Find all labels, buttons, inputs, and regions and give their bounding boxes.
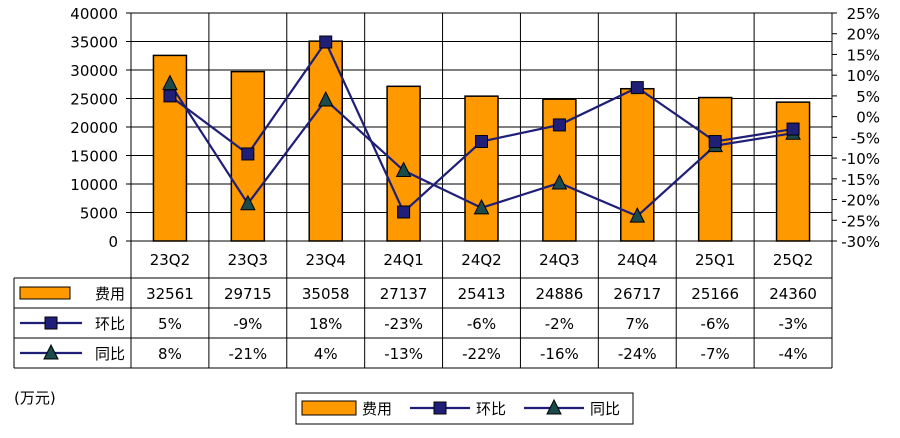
qoq-point (163, 89, 177, 103)
left-tick-label: 20000 (70, 119, 118, 137)
qoq-point (630, 81, 644, 95)
table-cell-value: -24% (618, 345, 657, 363)
table-cell-value: -13% (384, 345, 423, 363)
table-cell-value: 24886 (536, 285, 584, 303)
right-tick-label: -5% (851, 129, 880, 147)
table-cell-value: -2% (545, 315, 574, 333)
table-cell-value: 25166 (691, 285, 739, 303)
row-series-name: 费用 (95, 285, 125, 303)
row-key-marker (44, 316, 58, 330)
right-tick-label: 0% (856, 109, 880, 127)
legend-label: 费用 (362, 400, 392, 418)
right-tick-label: 20% (847, 26, 880, 44)
table-cell-value: -16% (540, 345, 579, 363)
yoy-point (317, 90, 334, 107)
qoq-point (241, 147, 255, 161)
table-cell-value: 5% (158, 315, 182, 333)
table-cell-value: 27137 (380, 285, 428, 303)
ratio-lines (162, 35, 801, 223)
category-label: 25Q2 (773, 251, 813, 269)
category-label: 23Q3 (228, 251, 268, 269)
table-cell-value: 25413 (458, 285, 506, 303)
row-key-bar (19, 286, 71, 300)
yoy-point (629, 207, 646, 223)
left-tick-label: 25000 (70, 91, 118, 109)
left-tick-label: 40000 (70, 5, 118, 23)
right-tick-label: -20% (841, 192, 880, 210)
qoq-point (397, 205, 411, 219)
table-cell-value: 8% (158, 345, 182, 363)
qoq-point (786, 122, 800, 136)
table-cell-value: -21% (228, 345, 267, 363)
legend-label: 环比 (476, 400, 506, 418)
left-tick-label: 5000 (80, 205, 118, 223)
left-tick-label: 35000 (70, 34, 118, 52)
expense-bars (152, 40, 811, 242)
table-cell-value: 18% (309, 315, 342, 333)
qoq-point (552, 118, 566, 132)
right-tick-label: -10% (841, 150, 880, 168)
category-label: 24Q1 (383, 251, 423, 269)
table-cell-value: -7% (701, 345, 730, 363)
right-tick-label: 5% (856, 88, 880, 106)
category-label: 24Q4 (617, 251, 657, 269)
right-tick-label: -25% (841, 212, 880, 230)
qoq-point (708, 135, 722, 149)
row-series-name: 同比 (95, 345, 125, 363)
data-table: 费用 32561 29715 35058 27137 25413 24886 26717 251… (13, 13, 833, 369)
qoq-point (319, 35, 333, 49)
plot-frame (130, 12, 833, 242)
right-tick-label: 15% (847, 46, 880, 64)
left-tick-label: 30000 (70, 62, 118, 80)
table-cell-value: -6% (467, 315, 496, 333)
table-cell-value: -6% (701, 315, 730, 333)
left-tick-label: 0 (108, 233, 118, 251)
yoy-point (395, 161, 412, 178)
category-label: 25Q1 (695, 251, 735, 269)
tick-labels: 40000 35000 30000 25000 20000 15000 10000 5000 0… (70, 5, 880, 269)
table-cell-value: 32561 (146, 285, 194, 303)
category-label: 24Q2 (461, 251, 501, 269)
table-cell-value: 29715 (224, 285, 272, 303)
table-cell-value: -3% (778, 315, 807, 333)
legend-key-marker (546, 398, 562, 415)
table-cell-value: 7% (625, 315, 649, 333)
table-cell-value: -9% (233, 315, 262, 333)
expense-bar (308, 40, 343, 242)
legend-key-bar (301, 400, 357, 416)
yoy-point (240, 194, 256, 211)
right-tick-label: -15% (841, 171, 880, 189)
table-cell-value: -4% (778, 345, 807, 363)
row-series-name: 环比 (95, 315, 125, 333)
table-cell-value: 35058 (302, 285, 350, 303)
left-tick-label: 10000 (70, 176, 118, 194)
right-tick-label: 10% (847, 67, 880, 85)
qoq-point (475, 135, 488, 149)
unit-label: (万元) (14, 389, 56, 407)
legend-key-marker (433, 401, 447, 415)
legend: 费用 环比 同比 (295, 392, 634, 425)
right-tick-label: -30% (841, 233, 880, 251)
category-label: 24Q3 (539, 251, 579, 269)
expense-bar (697, 96, 733, 242)
table-cell-value: 4% (314, 345, 338, 363)
table-cell-value: -22% (462, 345, 501, 363)
expense-bar (464, 95, 499, 242)
yoy-point (551, 173, 568, 190)
right-tick-label: 25% (847, 5, 880, 23)
table-cell-value: -23% (384, 315, 423, 333)
left-tick-label: 15000 (70, 148, 118, 166)
legend-label: 同比 (590, 400, 620, 418)
axes (126, 12, 837, 242)
row-key-marker (43, 343, 59, 360)
table-cell-value: 26717 (613, 285, 661, 303)
table-cell-value: 24360 (769, 285, 817, 303)
category-label: 23Q4 (306, 251, 346, 269)
category-label: 23Q2 (150, 251, 190, 269)
yoy-point (473, 198, 490, 215)
